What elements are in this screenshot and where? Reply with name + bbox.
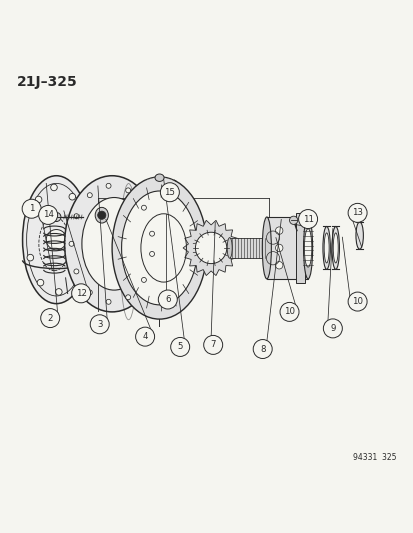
- Ellipse shape: [95, 207, 108, 223]
- Ellipse shape: [82, 198, 146, 290]
- Circle shape: [275, 244, 282, 252]
- Ellipse shape: [332, 233, 337, 263]
- Text: 3: 3: [97, 320, 102, 329]
- Circle shape: [87, 290, 92, 295]
- Circle shape: [170, 337, 189, 357]
- Circle shape: [279, 302, 298, 321]
- Circle shape: [55, 289, 62, 295]
- Ellipse shape: [22, 176, 90, 304]
- Ellipse shape: [26, 183, 86, 296]
- Circle shape: [46, 230, 66, 250]
- Bar: [295, 213, 304, 282]
- Ellipse shape: [121, 191, 197, 305]
- Circle shape: [27, 254, 33, 261]
- Circle shape: [35, 196, 42, 203]
- Ellipse shape: [304, 229, 311, 267]
- Ellipse shape: [112, 177, 206, 319]
- Text: 5: 5: [177, 343, 183, 351]
- Circle shape: [289, 216, 297, 224]
- Circle shape: [149, 252, 154, 256]
- Ellipse shape: [331, 227, 339, 269]
- Circle shape: [22, 199, 41, 218]
- Circle shape: [298, 209, 317, 229]
- Bar: [266, 217, 307, 279]
- Ellipse shape: [262, 217, 271, 279]
- Circle shape: [158, 290, 177, 309]
- Circle shape: [37, 279, 44, 286]
- Circle shape: [106, 300, 111, 304]
- Text: 11: 11: [302, 215, 313, 223]
- Circle shape: [50, 184, 57, 191]
- Text: 10: 10: [351, 297, 362, 306]
- Circle shape: [347, 204, 366, 222]
- Bar: [229, 238, 266, 259]
- Circle shape: [135, 327, 154, 346]
- Circle shape: [160, 183, 179, 201]
- Ellipse shape: [154, 174, 164, 181]
- Ellipse shape: [355, 222, 363, 249]
- Circle shape: [275, 262, 282, 269]
- Circle shape: [126, 295, 131, 300]
- Circle shape: [275, 227, 282, 235]
- Circle shape: [323, 319, 342, 338]
- Circle shape: [69, 241, 74, 246]
- Circle shape: [141, 205, 146, 210]
- Circle shape: [141, 278, 146, 282]
- Circle shape: [74, 269, 78, 274]
- Ellipse shape: [64, 176, 159, 312]
- Circle shape: [347, 292, 366, 311]
- Circle shape: [253, 340, 271, 359]
- Text: 13: 13: [351, 208, 362, 217]
- Text: 8: 8: [259, 344, 265, 353]
- Ellipse shape: [322, 227, 330, 269]
- Circle shape: [71, 284, 90, 303]
- Text: 21J–325: 21J–325: [17, 75, 78, 88]
- Circle shape: [106, 183, 111, 188]
- Text: 94331  325: 94331 325: [352, 454, 396, 463]
- Ellipse shape: [227, 238, 232, 259]
- Ellipse shape: [303, 217, 312, 279]
- Circle shape: [74, 214, 78, 219]
- Text: 7: 7: [210, 341, 216, 350]
- Circle shape: [195, 232, 226, 264]
- Text: 14: 14: [43, 211, 54, 220]
- Circle shape: [203, 335, 222, 354]
- Circle shape: [97, 211, 106, 220]
- Text: 6: 6: [165, 295, 170, 304]
- Circle shape: [52, 213, 61, 222]
- Circle shape: [74, 270, 81, 277]
- Text: 4: 4: [142, 332, 147, 341]
- Polygon shape: [183, 220, 239, 276]
- Text: 15: 15: [164, 188, 175, 197]
- Circle shape: [38, 205, 57, 224]
- Text: 1: 1: [29, 204, 34, 213]
- Circle shape: [126, 188, 131, 193]
- Circle shape: [40, 309, 59, 328]
- Circle shape: [149, 231, 154, 236]
- Text: 10: 10: [283, 308, 294, 317]
- Circle shape: [90, 315, 109, 334]
- Text: 2: 2: [47, 313, 53, 322]
- Circle shape: [87, 193, 92, 198]
- Circle shape: [79, 219, 85, 225]
- Text: 12: 12: [76, 289, 86, 298]
- Circle shape: [69, 193, 76, 200]
- Text: 9: 9: [329, 324, 335, 333]
- Ellipse shape: [323, 233, 328, 263]
